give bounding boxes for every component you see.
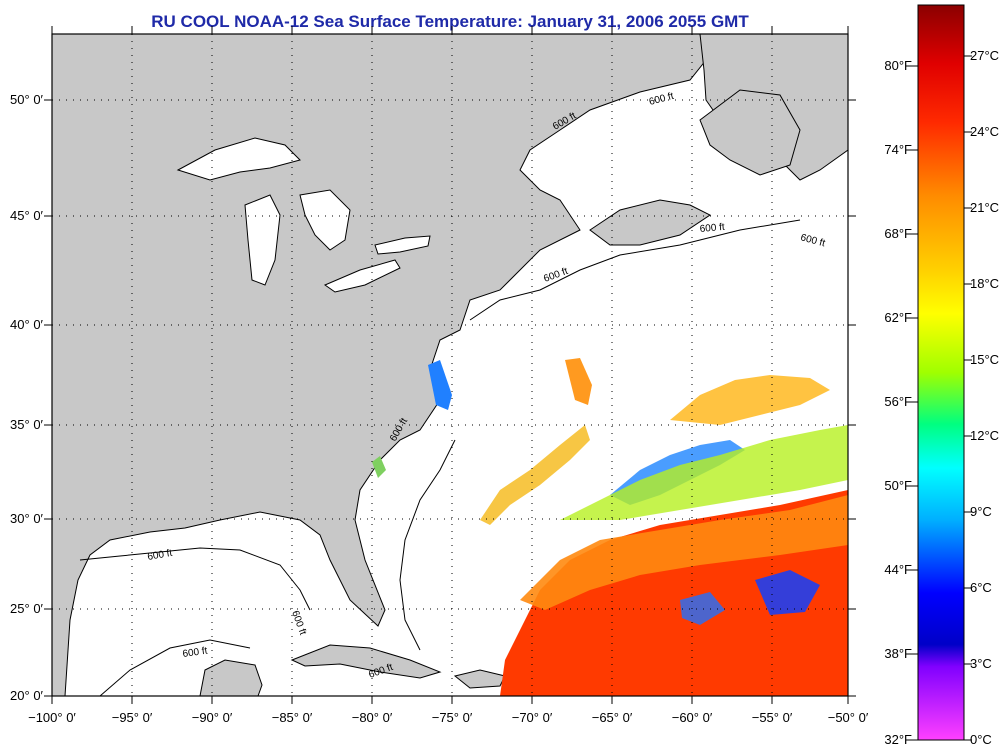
contour-label: 600 ft xyxy=(699,222,725,235)
celsius-label: 12°C xyxy=(970,428,999,443)
celsius-label: 9°C xyxy=(970,504,992,519)
lat-label: 40° 0′ xyxy=(10,317,44,332)
lake-superior xyxy=(176,137,301,181)
colorbar-celsius-labels: 27°C 24°C 21°C 18°C 15°C 12°C 9°C 6°C 3°C 0°C xyxy=(964,48,999,747)
fahrenheit-label: 62°F xyxy=(884,310,912,325)
lat-label: 25° 0′ xyxy=(10,601,44,616)
lon-label: −60° 0′ xyxy=(672,710,713,725)
colorbar xyxy=(917,4,965,741)
lat-label: 20° 0′ xyxy=(10,688,44,703)
celsius-label: 21°C xyxy=(970,200,999,215)
sst-coastal-strip-2 xyxy=(372,456,386,478)
longitude-labels: −100° 0′ −95° 0′ −90° 0′ −85° 0′ −80° 0′ −75°… xyxy=(28,26,869,725)
celsius-label: 18°C xyxy=(970,276,999,291)
sst-gulfstream-plume xyxy=(480,425,590,525)
lon-label: −100° 0′ xyxy=(28,710,76,725)
sst-blue-patch-2 xyxy=(680,592,725,625)
lon-label: −75° 0′ xyxy=(432,710,473,725)
fahrenheit-label: 80°F xyxy=(884,58,912,73)
fahrenheit-label: 44°F xyxy=(884,562,912,577)
fahrenheit-label: 74°F xyxy=(884,142,912,157)
lake-huron xyxy=(299,189,351,251)
lon-label: −80° 0′ xyxy=(352,710,393,725)
lake-erie xyxy=(323,259,401,293)
sst-mid-band xyxy=(560,425,848,520)
lon-label: −55° 0′ xyxy=(752,710,793,725)
latitude-labels: 50° 0′ 45° 0′ 40° 0′ 35° 0′ 30° 0′ 25° 0′ 20° … xyxy=(10,92,856,703)
lon-label: −90° 0′ xyxy=(192,710,233,725)
sst-blue-patch-1 xyxy=(755,570,820,615)
lon-label: −50° 0′ xyxy=(828,710,869,725)
lat-label: 35° 0′ xyxy=(10,417,44,432)
colorbar-fahrenheit-labels: 80°F 74°F 68°F 62°F 56°F 50°F 44°F 38°F 32°F xyxy=(884,58,918,747)
lon-label: −85° 0′ xyxy=(272,710,313,725)
lat-label: 50° 0′ xyxy=(10,92,44,107)
contour-600ft-atlantic xyxy=(399,439,456,651)
contour-600ft-gulf-south xyxy=(99,639,251,696)
fahrenheit-label: 68°F xyxy=(884,226,912,241)
sst-coastal-strip xyxy=(428,360,452,410)
land-nova-scotia xyxy=(589,199,711,246)
land-north-america xyxy=(52,34,707,696)
land-yucatan xyxy=(199,659,263,696)
lake-ontario xyxy=(374,235,431,255)
contour-label: 600 ft xyxy=(182,646,209,660)
land-newfoundland-island xyxy=(699,89,801,176)
fahrenheit-label: 56°F xyxy=(884,394,912,409)
fahrenheit-label: 50°F xyxy=(884,478,912,493)
lon-label: −95° 0′ xyxy=(112,710,153,725)
celsius-label: 3°C xyxy=(970,656,992,671)
map-frame xyxy=(51,33,849,697)
lake-michigan xyxy=(244,194,281,286)
lat-label: 30° 0′ xyxy=(10,511,44,526)
fahrenheit-label: 32°F xyxy=(884,732,912,747)
contour-600ft-shelf xyxy=(469,219,801,321)
lat-label: 45° 0′ xyxy=(10,208,44,223)
land-cuba xyxy=(290,644,442,679)
sst-plume-tip xyxy=(565,358,592,405)
fahrenheit-label: 38°F xyxy=(884,646,912,661)
celsius-label: 24°C xyxy=(970,124,999,139)
sst-northern-patches xyxy=(670,375,830,425)
contour-600ft-gulf xyxy=(79,547,311,611)
celsius-label: 0°C xyxy=(970,732,992,747)
celsius-label: 15°C xyxy=(970,352,999,367)
celsius-label: 6°C xyxy=(970,580,992,595)
contour-label: 600 ft xyxy=(147,548,174,563)
celsius-label: 27°C xyxy=(970,48,999,63)
sst-orange-band xyxy=(520,495,848,610)
lon-label: −65° 0′ xyxy=(592,710,633,725)
lon-label: −70° 0′ xyxy=(512,710,553,725)
page-title: RU COOL NOAA-12 Sea Surface Temperature:… xyxy=(151,12,749,31)
